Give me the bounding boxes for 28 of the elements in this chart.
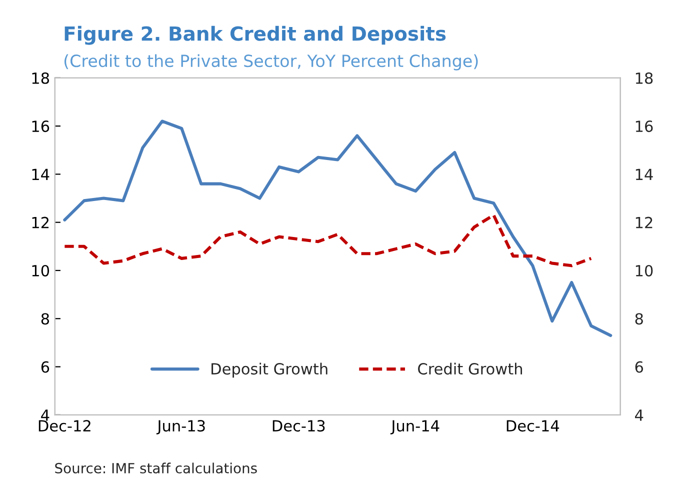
chart-title: Figure 2. Bank Credit and Deposits — [64, 26, 446, 45]
y2-tick-label: 12 — [636, 216, 652, 228]
y-tick-label: 8 — [41, 313, 50, 325]
y-tick-label: 18 — [32, 72, 50, 84]
y-tick-label: 6 — [41, 361, 50, 373]
y-tick-label: 16 — [32, 120, 50, 132]
y2-tick-label: 16 — [636, 120, 653, 132]
y2-tick-label: 8 — [635, 313, 643, 325]
y-tick-label: 4 — [41, 410, 50, 421]
y2-tick-label: 6 — [635, 361, 644, 373]
y-tick-label: 14 — [32, 168, 50, 180]
x-tick-label: Dec-12 — [38, 420, 90, 432]
x-tick-label: Dec-14 — [506, 420, 560, 432]
x-tick-label: Jun-13 — [156, 420, 205, 434]
legend-label: Deposit Growth — [212, 362, 328, 378]
y2-tick-label: 18 — [636, 72, 653, 84]
y2-tick-label: 10 — [636, 264, 653, 276]
line-series — [63, 120, 612, 337]
source-note: Source: IMF staff calculations — [55, 462, 257, 474]
legend-label: Credit Growth — [418, 362, 522, 375]
line-series — [63, 214, 593, 268]
y-tick-label: 10 — [32, 264, 50, 276]
x-tick-label: Jun-14 — [390, 420, 440, 434]
chart-subtitle: (Credit to the Private Sector, YoY Percent Change) — [64, 54, 478, 70]
x-tick-label: Dec-13 — [272, 420, 325, 432]
y2-tick-label: 14 — [636, 168, 653, 180]
y2-tick-label: 4 — [635, 410, 644, 421]
y-tick-label: 12 — [32, 216, 49, 228]
